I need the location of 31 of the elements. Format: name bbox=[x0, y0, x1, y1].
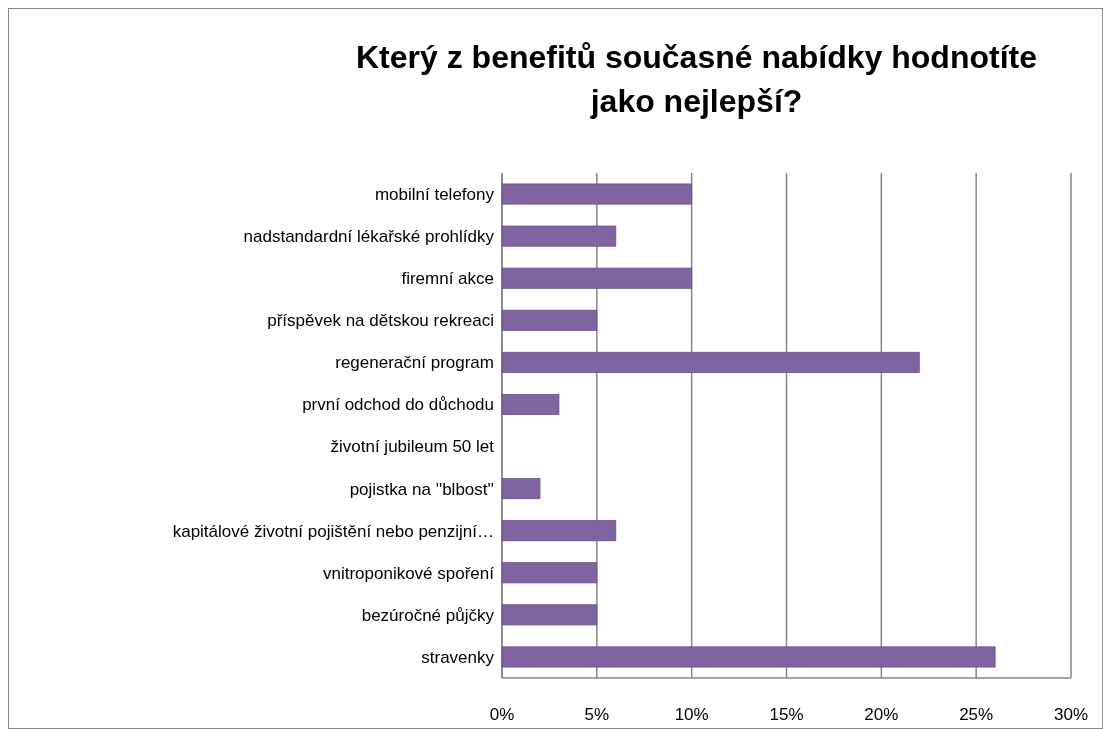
bar bbox=[501, 562, 598, 584]
y-tick-label: vnitroponikové spoření bbox=[322, 563, 495, 583]
x-tick-label: 10% bbox=[674, 705, 709, 724]
bar bbox=[501, 520, 617, 542]
y-tick-label: mobilní telefony bbox=[374, 184, 495, 204]
bar bbox=[501, 646, 996, 668]
y-tick-label: příspěvek na dětskou rekreaci bbox=[267, 311, 494, 331]
y-tick-label: firemní akce bbox=[401, 269, 494, 289]
x-tick-label: 0% bbox=[489, 705, 515, 724]
y-tick-label: pojistka na ''blbost'' bbox=[349, 479, 494, 499]
y-tick-label: regenerační program bbox=[335, 353, 494, 373]
y-tick-label: první odchod do důchodu bbox=[302, 395, 494, 415]
x-tick-label: 15% bbox=[769, 705, 804, 724]
bar bbox=[501, 478, 541, 500]
x-tick-label: 5% bbox=[584, 705, 610, 724]
x-tick-label: 20% bbox=[864, 705, 899, 724]
bar bbox=[501, 309, 598, 331]
bar bbox=[501, 225, 617, 247]
x-tick-label: 25% bbox=[959, 705, 994, 724]
x-tick-label: 30% bbox=[1053, 705, 1089, 724]
chart-title: Který z benefitů současné nabídky hodnotíte jako nejlepší? bbox=[356, 39, 1037, 119]
bar bbox=[501, 183, 693, 205]
bar bbox=[501, 351, 920, 373]
bar bbox=[501, 393, 560, 415]
y-tick-label: kapitálové životní pojištění nebo penzijní… bbox=[172, 521, 494, 541]
y-tick-label: životní jubileum 50 let bbox=[330, 437, 495, 457]
y-tick-label: nadstandardní lékařské prohlídky bbox=[243, 227, 495, 247]
y-tick-label: bezúročné půjčky bbox=[361, 605, 495, 625]
bar bbox=[501, 267, 693, 289]
bar bbox=[501, 604, 598, 626]
y-tick-label: stravenky bbox=[421, 647, 495, 667]
